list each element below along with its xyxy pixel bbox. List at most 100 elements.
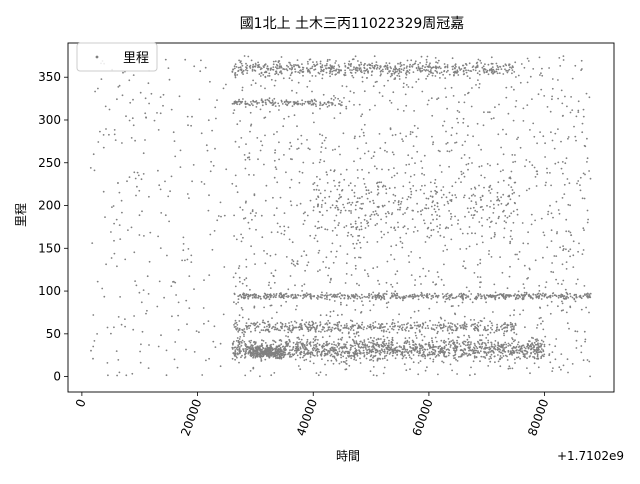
data-point bbox=[365, 193, 368, 195]
data-point bbox=[376, 206, 379, 208]
data-point bbox=[242, 348, 245, 351]
data-point bbox=[438, 325, 441, 327]
data-point bbox=[148, 195, 150, 198]
data-point bbox=[586, 161, 588, 163]
data-point bbox=[244, 356, 247, 358]
data-point bbox=[266, 67, 268, 70]
data-point bbox=[477, 340, 479, 343]
data-point bbox=[504, 295, 507, 297]
data-point bbox=[365, 69, 368, 71]
data-point bbox=[354, 208, 357, 211]
data-point bbox=[511, 154, 514, 156]
data-point bbox=[509, 242, 511, 245]
data-point bbox=[457, 74, 460, 76]
data-point bbox=[289, 158, 292, 160]
data-point bbox=[421, 353, 424, 356]
data-point bbox=[469, 353, 472, 356]
data-point bbox=[394, 199, 396, 202]
data-point bbox=[522, 353, 525, 355]
data-point bbox=[432, 281, 434, 284]
data-point bbox=[287, 115, 290, 118]
data-point bbox=[369, 370, 372, 373]
data-point bbox=[510, 229, 512, 232]
data-point bbox=[493, 235, 496, 238]
data-point bbox=[386, 66, 389, 69]
data-point bbox=[388, 70, 390, 73]
data-point bbox=[445, 143, 448, 145]
data-point bbox=[432, 358, 435, 361]
data-point bbox=[144, 97, 147, 100]
data-point bbox=[165, 374, 168, 377]
data-point bbox=[562, 279, 565, 282]
data-point bbox=[469, 207, 472, 210]
data-point bbox=[386, 290, 388, 293]
data-point bbox=[488, 351, 490, 353]
data-point bbox=[433, 353, 436, 355]
data-point bbox=[557, 79, 559, 81]
data-point bbox=[456, 360, 459, 362]
data-point bbox=[466, 75, 469, 77]
data-point bbox=[410, 324, 412, 327]
data-point bbox=[398, 67, 401, 70]
data-point bbox=[577, 250, 579, 253]
data-point bbox=[480, 217, 483, 219]
data-point bbox=[494, 106, 496, 109]
data-point bbox=[370, 358, 373, 361]
data-point bbox=[430, 205, 433, 208]
data-point bbox=[397, 62, 399, 65]
data-point bbox=[294, 326, 297, 329]
data-point bbox=[268, 281, 271, 284]
data-point bbox=[517, 290, 520, 293]
data-point bbox=[268, 72, 271, 75]
data-point bbox=[148, 344, 150, 346]
data-point bbox=[313, 347, 316, 350]
data-point bbox=[353, 358, 355, 361]
data-point bbox=[510, 329, 513, 332]
data-point bbox=[346, 341, 348, 344]
data-point bbox=[258, 66, 261, 68]
data-point bbox=[326, 182, 329, 184]
data-point bbox=[186, 193, 189, 195]
data-point bbox=[321, 294, 324, 296]
data-point bbox=[214, 147, 216, 150]
data-point bbox=[413, 310, 416, 313]
data-point bbox=[398, 313, 400, 316]
data-point bbox=[575, 139, 577, 142]
data-point bbox=[537, 339, 539, 342]
data-point bbox=[234, 285, 237, 288]
data-point bbox=[472, 206, 475, 209]
data-point bbox=[360, 346, 363, 349]
data-point bbox=[551, 262, 553, 264]
data-point bbox=[339, 329, 342, 331]
data-point bbox=[392, 70, 394, 73]
data-point bbox=[379, 349, 381, 352]
data-point bbox=[354, 309, 357, 311]
data-point bbox=[406, 339, 409, 342]
data-point bbox=[376, 350, 379, 353]
data-point bbox=[248, 173, 250, 176]
data-point bbox=[338, 348, 340, 350]
data-point bbox=[388, 200, 390, 203]
data-point bbox=[287, 288, 290, 291]
data-point bbox=[335, 358, 337, 361]
data-point bbox=[432, 360, 435, 363]
data-point bbox=[537, 93, 540, 96]
data-point bbox=[350, 357, 353, 360]
data-point bbox=[309, 293, 312, 295]
data-point bbox=[244, 217, 247, 219]
data-point bbox=[371, 346, 373, 348]
data-point bbox=[434, 350, 437, 353]
data-point bbox=[287, 331, 290, 334]
data-point bbox=[118, 191, 121, 194]
data-point bbox=[531, 98, 533, 100]
data-point bbox=[279, 321, 282, 324]
data-point bbox=[587, 296, 589, 299]
data-point bbox=[299, 352, 301, 354]
data-point bbox=[329, 75, 331, 78]
data-point bbox=[249, 370, 252, 372]
data-point bbox=[328, 58, 331, 61]
data-point bbox=[335, 349, 337, 351]
data-point bbox=[113, 239, 115, 242]
data-point bbox=[576, 330, 579, 333]
data-point bbox=[405, 369, 408, 372]
